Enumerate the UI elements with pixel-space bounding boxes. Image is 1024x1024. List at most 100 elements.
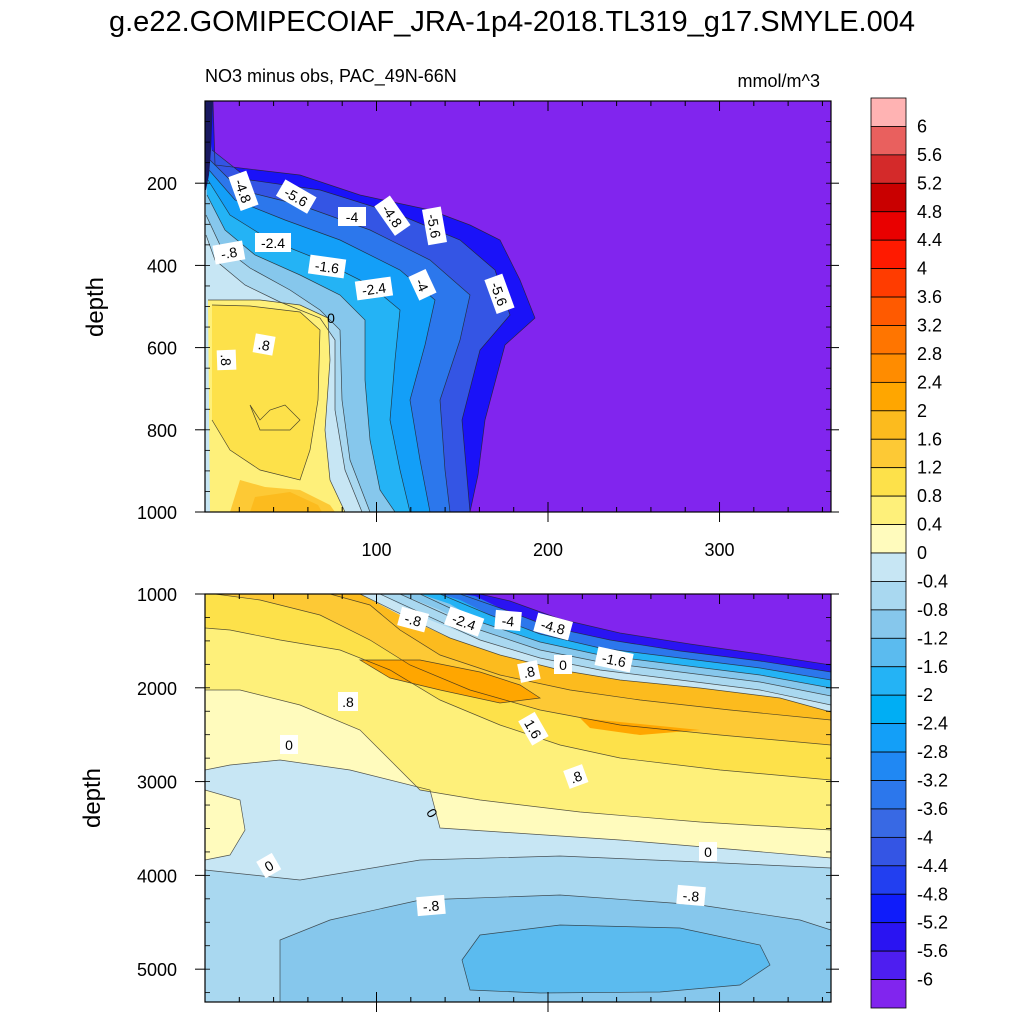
bottom-contour-labels: -.8 -2.4 -4 -4.8 0 -1.6 .8 .8 1.6 0 .8 0… — [256, 606, 717, 917]
y-tick-label: 400 — [147, 256, 177, 276]
colorbar-swatch — [870, 126, 907, 156]
y-tick-label: 5000 — [137, 960, 177, 980]
colorbar-swatch — [870, 751, 907, 781]
colorbar-label: 5.6 — [917, 145, 942, 165]
colorbar-swatch — [870, 296, 907, 326]
top-axis-ticks: 100 200 300 200 400 600 800 1000 — [137, 100, 839, 560]
contour-label: .8 — [522, 663, 537, 681]
colorbar-swatch — [870, 97, 907, 127]
colorbar-swatch — [870, 581, 907, 611]
contour-label: -5.6 — [424, 213, 444, 240]
colorbar-swatch — [870, 865, 907, 895]
contour-label: .8 — [568, 767, 585, 786]
colorbar-label: -2.8 — [917, 742, 948, 762]
colorbar-label: 6 — [917, 116, 927, 136]
colorbar: 6 5.6 5.2 4.8 4.4 4 3.6 3.2 2.8 2.4 2 1.6 1.2 0.8 0.4 0… — [870, 97, 948, 1009]
colorbar-swatch — [870, 950, 907, 980]
contour-label: -2.4 — [361, 279, 387, 298]
colorbar-label: 4.8 — [917, 202, 942, 222]
bottom-contour-field — [205, 594, 831, 1002]
x-tick-label: 300 — [704, 540, 734, 560]
bottom-panel: -.8 -2.4 -4 -4.8 0 -1.6 .8 .8 1.6 0 .8 0… — [79, 585, 839, 1012]
colorbar-swatch — [870, 780, 907, 810]
contour-label: -4.8 — [539, 616, 567, 638]
colorbar-swatch — [870, 182, 907, 213]
colorbar-swatch — [870, 381, 907, 412]
colorbar-swatch — [870, 211, 907, 241]
colorbar-swatch — [870, 723, 907, 753]
y-tick-label: 1000 — [137, 503, 177, 523]
colorbar-swatch — [870, 694, 907, 725]
colorbar-label: -4.4 — [917, 856, 948, 876]
contour-label: -4.8 — [231, 177, 254, 205]
colorbar-swatch — [870, 438, 907, 469]
colorbar-label: 1.2 — [917, 458, 942, 478]
colorbar-swatch — [870, 325, 907, 355]
colorbar-swatch — [870, 495, 907, 525]
colorbar-label: 2.8 — [917, 344, 942, 364]
colorbar-swatch — [870, 154, 907, 184]
colorbar-label: -4 — [917, 827, 933, 847]
colorbar-swatch — [870, 637, 907, 668]
x-tick-label: 100 — [361, 540, 391, 560]
top-y-axis-label: depth — [82, 277, 109, 337]
colorbar-label: -4.8 — [917, 884, 948, 904]
contour-label: 0 — [559, 657, 567, 673]
contour-label: .8 — [257, 336, 271, 354]
contour-label: -4 — [346, 209, 359, 225]
colorbar-swatch — [870, 808, 907, 838]
colorbar-label: -2.4 — [917, 714, 948, 734]
colorbar-label: 3.6 — [917, 287, 942, 307]
colorbar-swatch — [870, 524, 907, 554]
y-tick-label: 600 — [147, 339, 177, 359]
y-tick-label: 800 — [147, 421, 177, 441]
contour-label: -5.6 — [487, 280, 510, 308]
y-tick-label: 200 — [147, 174, 177, 194]
y-tick-label: 4000 — [137, 866, 177, 886]
contour-label: -4 — [501, 612, 515, 629]
colorbar-swatch — [870, 609, 907, 639]
colorbar-swatch — [870, 893, 907, 924]
bottom-axis-ticks: 1000 2000 3000 4000 5000 — [137, 585, 839, 1012]
colorbar-label: 2.4 — [917, 372, 942, 392]
contour-label: -.8 — [403, 610, 423, 630]
contour-label: -1.6 — [601, 650, 628, 671]
colorbar-label: 0.4 — [917, 515, 942, 535]
colorbar-swatch — [870, 410, 907, 440]
colorbar-label: 0 — [917, 543, 927, 563]
x-tick-label: 200 — [533, 540, 563, 560]
colorbar-label: 4 — [917, 259, 927, 279]
colorbar-label: -1.2 — [917, 628, 948, 648]
contour-label: -.8 — [682, 887, 700, 904]
colorbar-label: -5.6 — [917, 941, 948, 961]
colorbar-label: 0.8 — [917, 486, 942, 506]
colorbar-label: 4.4 — [917, 230, 942, 250]
figure-title: g.e22.GOMIPECOIAF_JRA-1p4-2018.TL319_g17… — [109, 6, 915, 38]
colorbar-label: -3.6 — [917, 799, 948, 819]
bottom-plot-frame — [204, 593, 832, 1003]
bottom-y-axis-label: depth — [79, 768, 106, 828]
colorbar-label: -6 — [917, 970, 933, 990]
contour-label: 0 — [327, 310, 335, 326]
colorbar-label: 3.2 — [917, 316, 942, 336]
colorbar-swatch — [870, 836, 907, 867]
y-tick-label: 2000 — [137, 679, 177, 699]
contour-label: -2.4 — [261, 235, 285, 251]
colorbar-swatch — [870, 552, 907, 582]
colorbar-swatch — [870, 353, 907, 383]
colorbar-label: -3.2 — [917, 771, 948, 791]
top-panel: NO3 minus obs, PAC_49N-66N mmol/m^3 — [82, 66, 839, 560]
contour-label: -2.4 — [450, 610, 478, 633]
y-tick-label: 1000 — [137, 585, 177, 605]
colorbar-label: 2 — [917, 401, 927, 421]
top-contour-labels: -4.8 -5.6 -4 -4.8 -5.6 -.8 -2.4 -1.6 -2.… — [212, 170, 515, 371]
top-contour-field — [205, 101, 831, 512]
contour-label: 0 — [285, 737, 293, 753]
contour-label: -1.6 — [314, 257, 340, 276]
colorbar-label: -2 — [917, 685, 933, 705]
colorbar-label: 5.2 — [917, 173, 942, 193]
colorbar-swatch — [870, 239, 907, 270]
contour-label: -.8 — [422, 897, 440, 914]
contour-label: .8 — [218, 354, 234, 366]
